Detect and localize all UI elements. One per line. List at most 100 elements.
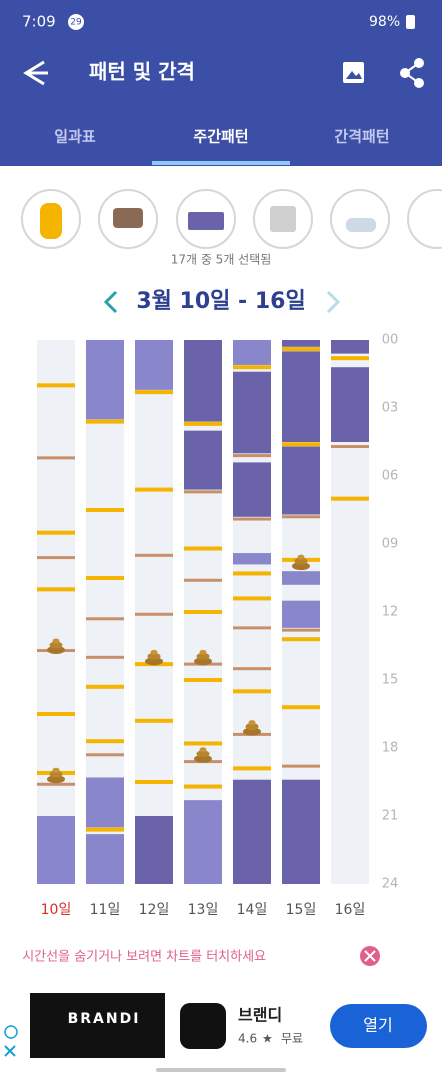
sleep-block <box>233 371 271 454</box>
ad-brand: BRANDI <box>68 1011 141 1027</box>
day-label: 13일 <box>188 902 219 918</box>
share-button[interactable] <box>400 58 424 88</box>
feed-line <box>233 571 271 576</box>
poop-base <box>194 657 212 666</box>
poop-top <box>248 720 256 726</box>
feed-line <box>184 741 222 746</box>
poop-base <box>194 754 212 763</box>
image-button[interactable] <box>343 62 364 83</box>
feed-line <box>282 442 320 447</box>
poop-base <box>292 562 310 571</box>
poop-icon <box>47 638 65 654</box>
tab[interactable]: 주간패턴 <box>193 128 248 146</box>
sleep-block <box>86 834 124 884</box>
feed-line <box>233 596 271 601</box>
feed-line <box>184 678 222 682</box>
sleep-block <box>135 340 173 390</box>
diaper-line <box>233 517 271 521</box>
crib-icon <box>188 212 224 230</box>
sleep-block <box>233 462 271 517</box>
feed-line <box>135 487 173 492</box>
poop-mid <box>49 641 63 649</box>
poop-mid <box>196 652 210 660</box>
image-glyph <box>346 71 362 79</box>
bath-icon <box>346 218 376 232</box>
feed-line <box>233 365 271 370</box>
poop-icon <box>243 720 261 736</box>
feed-line <box>37 712 75 716</box>
poop-icon <box>194 649 212 666</box>
clock: 7:09 <box>22 13 56 31</box>
filter-more[interactable] <box>407 189 442 249</box>
day-label: 15일 <box>286 902 317 918</box>
battery: 98% <box>369 14 400 30</box>
y-tick-label: 18 <box>382 741 399 756</box>
sleep-block <box>86 777 124 828</box>
poop-mid <box>196 750 210 758</box>
feed-line <box>331 496 369 501</box>
tab-indicator <box>152 161 290 165</box>
badge-bg <box>68 14 84 30</box>
diaper-line <box>282 628 320 632</box>
app-rating: 4.6 <box>238 1032 257 1046</box>
sleep-block <box>282 351 320 442</box>
feed-line <box>86 508 124 512</box>
ad-image <box>30 993 165 1058</box>
sleep-block <box>233 779 271 884</box>
next-week[interactable] <box>326 290 341 314</box>
poop-mid <box>294 557 308 565</box>
tab[interactable]: 일과표 <box>54 128 96 146</box>
day-label: 14일 <box>237 902 268 918</box>
poop-icon <box>47 767 65 784</box>
ad-info[interactable] <box>4 1025 18 1039</box>
sleep-block <box>233 553 271 565</box>
feed-line <box>37 530 75 535</box>
bottle-icon <box>40 203 62 239</box>
sleep-block <box>135 816 173 884</box>
badge: 29 <box>70 18 82 28</box>
close-glyph <box>364 950 376 962</box>
feed-line <box>184 421 222 426</box>
sleep-block <box>282 779 320 884</box>
diaper-line <box>135 612 173 616</box>
feed-line <box>37 383 75 388</box>
screen-title: 패턴 및 간격 <box>89 60 195 84</box>
y-tick-label: 06 <box>382 469 399 484</box>
note-icon <box>270 206 296 232</box>
poop-top <box>52 638 60 644</box>
diaper-line <box>86 655 124 659</box>
day-label: 16일 <box>335 902 366 918</box>
poop-top <box>52 767 60 773</box>
star: ★ <box>262 1032 273 1046</box>
feed-line <box>86 684 124 689</box>
y-tick-label: 12 <box>382 605 399 620</box>
tab[interactable]: 간격패턴 <box>334 128 389 146</box>
poop-top <box>150 649 158 655</box>
diaper-line <box>233 626 271 630</box>
diaper-line <box>37 556 75 560</box>
feed-line <box>331 356 369 361</box>
day-column <box>37 340 75 884</box>
prev-week[interactable] <box>103 290 118 314</box>
diaper-line <box>184 578 222 582</box>
poop-base <box>47 775 65 784</box>
y-tick-label: 09 <box>382 537 399 552</box>
weekly-chart[interactable]: 00 03 06 09 12 15 18 21 24 10일 11일 12일 13일 14일 15일 16일 <box>37 333 398 919</box>
sleep-block <box>282 446 320 515</box>
day-column <box>135 340 173 884</box>
feed-line <box>86 419 124 424</box>
day-label: 12일 <box>139 902 170 918</box>
diaper-line <box>233 667 271 671</box>
sleep-block <box>282 600 320 628</box>
back-button[interactable] <box>23 60 48 86</box>
ad-close[interactable] <box>4 1045 16 1057</box>
poop-base <box>243 727 261 736</box>
install-button[interactable] <box>330 1004 427 1048</box>
sleep-block <box>184 430 222 490</box>
hint: 시간선을 숨기거나 보려면 차트를 터치하세요 <box>22 950 266 965</box>
app-name: 브랜디 <box>238 1006 282 1025</box>
sleep-block <box>331 340 369 354</box>
y-tick-label: 21 <box>382 809 399 824</box>
diaper-icon <box>113 208 143 228</box>
feed-line <box>184 546 222 551</box>
